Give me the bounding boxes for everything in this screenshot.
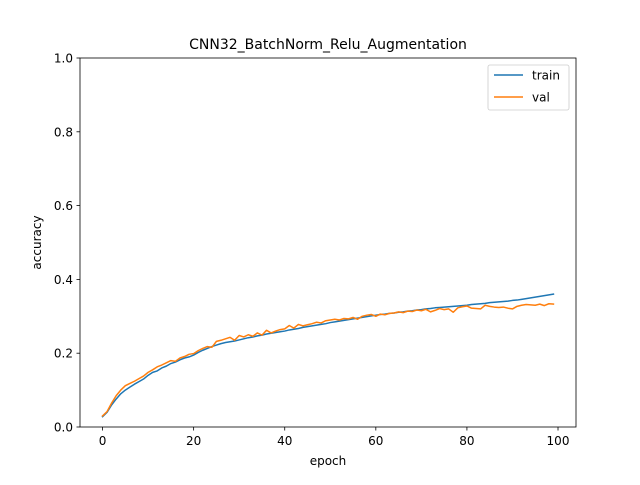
lines-layer (101, 293, 555, 418)
y-tick-label: 0.4 (54, 273, 73, 287)
series-line-val (101, 303, 555, 417)
legend: train val (487, 64, 570, 111)
x-tick-label: 40 (277, 434, 292, 448)
x-axis-label: epoch (310, 454, 347, 468)
x-tick-label: 0 (99, 434, 107, 448)
y-tick-label: 0.2 (54, 347, 73, 361)
y-tick-label: 0.8 (54, 125, 73, 139)
x-tick-label: 20 (186, 434, 201, 448)
chart-title: CNN32_BatchNorm_Relu_Augmentation (189, 37, 467, 53)
y-axis: 0.0 0.2 0.4 0.6 0.8 1.0 (54, 52, 80, 435)
y-tick-label: 0.0 (54, 421, 73, 435)
plot-frame (79, 57, 577, 428)
series-line-train (101, 293, 555, 418)
y-axis-label: accuracy (30, 215, 44, 269)
x-tick-label: 80 (459, 434, 474, 448)
x-axis: 0 20 40 60 80 100 (99, 427, 570, 448)
y-tick-label: 1.0 (54, 52, 73, 66)
legend-box (487, 64, 570, 111)
x-tick-label: 60 (368, 434, 383, 448)
legend-label-val: val (532, 91, 550, 105)
x-tick-label: 100 (547, 434, 570, 448)
y-tick-label: 0.6 (54, 199, 73, 213)
legend-label-train: train (532, 69, 560, 83)
